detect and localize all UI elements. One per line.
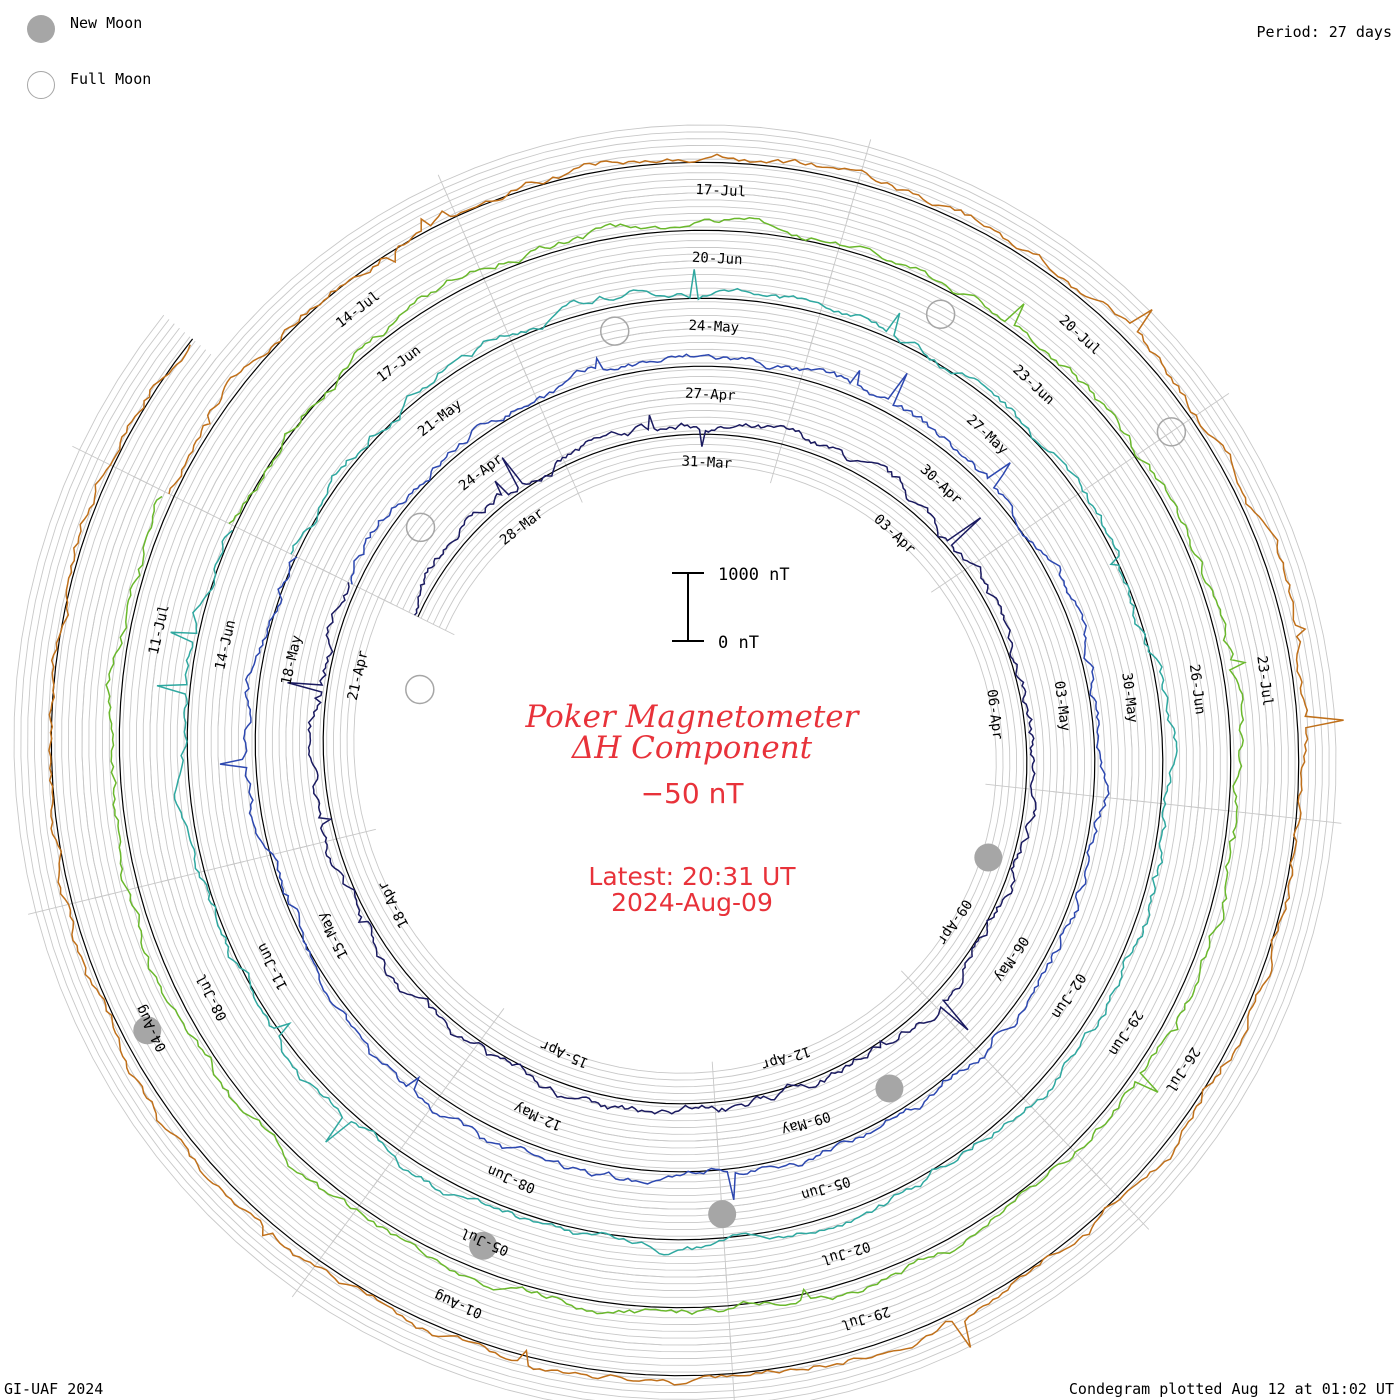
scale-bar-bottom-label: 0 nT: [718, 633, 759, 653]
full-moon-marker: [1156, 417, 1187, 447]
full-moon-marker: [405, 674, 435, 705]
grid-spoke: [1089, 1166, 1150, 1230]
baseline-value: −50 nT: [641, 777, 745, 810]
date-tick-label: 03-May: [1051, 680, 1073, 732]
date-tick-label: 27-Apr: [685, 386, 736, 405]
new-moon-marker: [974, 843, 1003, 872]
grid-ring: [20, 131, 1330, 1400]
grid-ring: [40, 151, 1310, 1387]
new-moon-marker: [875, 1074, 904, 1103]
footer-credit: GI-UAF 2024: [4, 1380, 104, 1398]
new-moon-marker: [133, 1016, 162, 1045]
new-moon-legend-icon: [27, 15, 55, 43]
grid-rings: [13, 124, 1337, 1400]
series-line-1: [287, 414, 1037, 1115]
date-tick-label: 26-Jun: [1186, 663, 1208, 715]
date-tick-label: 23-Jul: [1253, 655, 1275, 707]
full-moon-marker: [405, 512, 436, 543]
scale-bar-top-label: 1000 nT: [718, 565, 790, 585]
date-tick-label: 06-Apr: [983, 688, 1005, 740]
series-line-5: [48, 153, 1344, 1386]
new-moon-marker: [708, 1200, 737, 1229]
full-moon-legend-label: Full Moon: [70, 70, 152, 88]
date-tick-label: 30-May: [1118, 672, 1140, 724]
series-line-4: [105, 217, 1247, 1315]
grid-ring: [34, 145, 1316, 1393]
latest-date: 2024-Aug-09: [611, 888, 773, 917]
grid-ring: [13, 124, 1337, 1400]
latest-time: Latest: 20:31 UT: [588, 862, 796, 891]
grid-spokes: [27, 139, 1342, 1400]
grid-ring: [61, 172, 1289, 1366]
date-tick-label: 20-Jun: [692, 250, 743, 269]
date-tick-label: 21-Apr: [345, 649, 372, 702]
series-line-2: [219, 353, 1110, 1200]
grid-spoke: [1157, 393, 1230, 442]
grid-spoke: [291, 1227, 344, 1298]
period-label: Period: 27 days: [1256, 23, 1392, 41]
reference-spiral-line: [50, 161, 1300, 1377]
footer-plot-time: Condegram plotted Aug 12 at 01:02 UT: [1068, 1380, 1394, 1398]
full-moon-legend-icon: [27, 71, 55, 99]
grid-ring: [74, 185, 1276, 1353]
date-tick-label: 17-Jul: [695, 182, 746, 201]
date-tick-label: 12-Apr: [759, 1043, 812, 1073]
date-tick-label: 09-Apr: [934, 896, 975, 947]
series-layer: [48, 153, 1344, 1386]
full-moon-marker: [925, 299, 956, 330]
grid-ring: [54, 165, 1296, 1373]
reference-spiral: [50, 161, 1300, 1377]
new-moon-legend-label: New Moon: [70, 14, 143, 32]
date-tick-label: 31-Mar: [681, 454, 732, 473]
scale-bar: 1000 nT 0 nT: [672, 565, 790, 653]
moon-layer: [133, 299, 1187, 1260]
grid-spoke: [846, 139, 872, 223]
full-moon-marker: [599, 316, 630, 346]
grid-spoke: [437, 174, 474, 254]
grid-spoke: [1255, 813, 1342, 824]
grid-ring: [68, 179, 1282, 1359]
new-moon-marker: [469, 1231, 498, 1260]
chart-title: Poker Magnetometer: [525, 699, 861, 735]
date-tick-label: 24-May: [688, 318, 739, 337]
series-line-3: [156, 269, 1178, 1256]
chart-subtitle: ΔH Component: [571, 730, 813, 766]
grid-spoke: [729, 1333, 735, 1400]
grid-ring: [27, 138, 1323, 1400]
grid-spoke: [27, 893, 112, 915]
